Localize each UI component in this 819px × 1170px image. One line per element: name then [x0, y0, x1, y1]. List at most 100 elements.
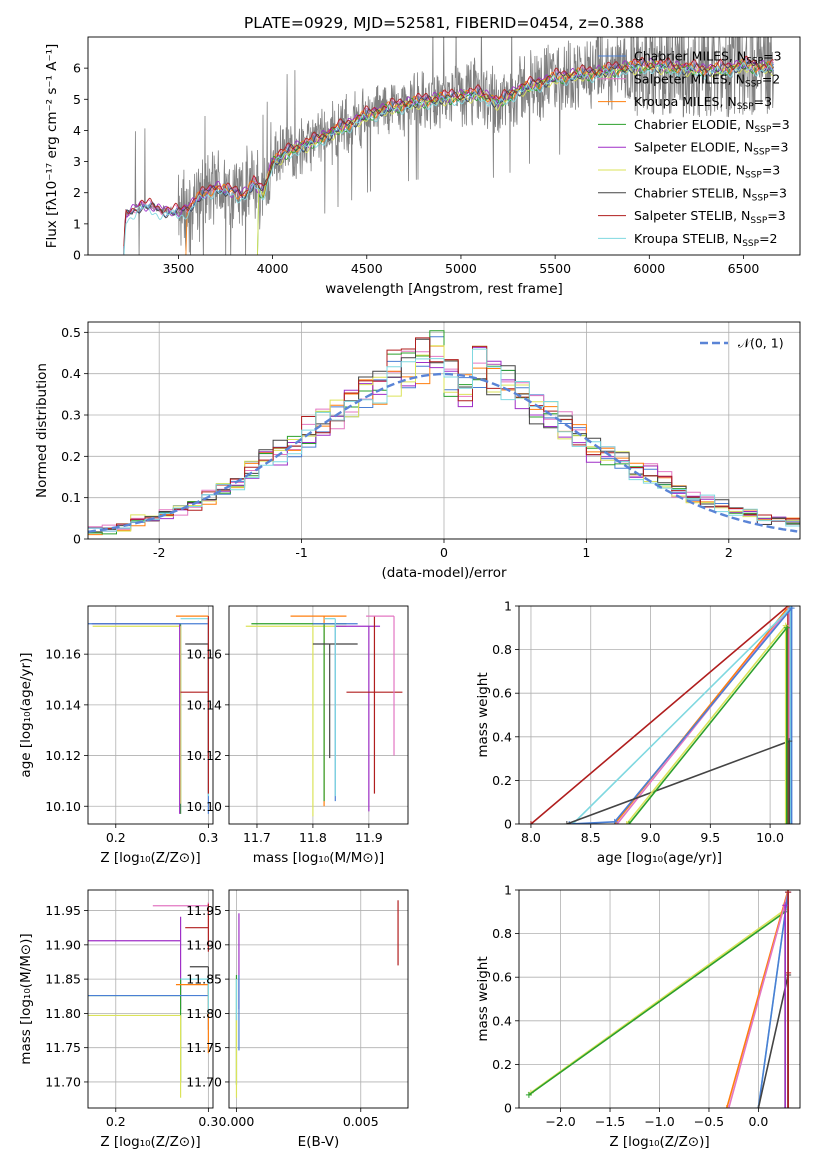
x-axis-label: (data-model)/error: [381, 565, 507, 581]
data-point-marker: [786, 821, 793, 824]
cumulative-line: [572, 606, 792, 824]
legend-entry: Salpeter ELODIE, NSSP=3: [634, 140, 788, 158]
y-axis-label: mass [log₁₀(M/M⊙)]: [18, 933, 34, 1064]
legend-entry: Chabrier ELODIE, NSSP=3: [634, 117, 790, 135]
y-tick-label: 0.4: [492, 1013, 512, 1028]
y-tick-label: 11.90: [186, 937, 222, 952]
gaussian-curve: [88, 372, 798, 533]
x-axis-label: Z [log₁₀(Z/Z⊙)]: [100, 850, 200, 866]
data-point-marker: [785, 821, 792, 824]
data-point-marker: [525, 1091, 532, 1098]
y-tick-label: 10.12: [45, 748, 81, 763]
data-point-marker: [566, 821, 573, 824]
x-tick-label: −0.5: [694, 1114, 724, 1129]
axes-frame: [518, 605, 801, 825]
x-tick-label: −1.0: [644, 1114, 674, 1129]
legend-entry: Salpeter MILES, NSSP=2: [634, 71, 780, 89]
x-tick-label: 3500: [163, 261, 195, 276]
model-spectrum-line: [123, 57, 774, 255]
y-tick-label: 11.95: [186, 903, 222, 918]
data-point-marker: [783, 624, 790, 631]
y-tick-label: 0.8: [492, 926, 512, 941]
axes-frame: [87, 36, 801, 256]
legend-entry: Kroupa MILES, NSSP=3: [634, 94, 772, 112]
axes-frame: [518, 889, 801, 1109]
y-tick-label: 0.3: [61, 408, 81, 423]
plot-area: [123, 37, 775, 255]
panel-age-vs-Z: 0.2 0.3 10.10 10.12 10.14 10.16 Z [log₁₀(Z/Z⊙)…: [18, 605, 218, 866]
y-tick-label: 10.10: [45, 799, 81, 814]
y-tick-label: 1: [504, 599, 512, 614]
x-tick-label: 1: [582, 545, 590, 560]
data-point-marker: [783, 821, 790, 824]
plot-area: [88, 322, 800, 539]
x-tick-label: 5500: [539, 261, 571, 276]
cumulative-line: [757, 892, 789, 1108]
model-spectrum-line: [123, 62, 774, 255]
x-axis-label: Z [log₁₀(Z/Z⊙)]: [609, 1134, 709, 1150]
y-tick-label: 1: [504, 883, 512, 898]
y-axis-label: mass weight: [475, 956, 491, 1041]
cumulative-line: [566, 740, 790, 824]
plot-area: [519, 606, 800, 824]
plot-area: [229, 890, 408, 1108]
y-tick-label: 11.85: [45, 972, 81, 987]
y-tick-label: 10.12: [186, 748, 222, 763]
x-tick-label: 8.0: [521, 830, 541, 845]
y-tick-label: 10.14: [186, 697, 222, 712]
x-tick-label: −1.5: [595, 1114, 625, 1129]
y-tick-label: 0.4: [492, 729, 512, 744]
x-tick-label: 11.9: [355, 830, 383, 845]
y-tick-label: 11.80: [45, 1006, 81, 1021]
plot-area: [88, 606, 213, 824]
x-tick-label: 0.0: [748, 1114, 768, 1129]
x-tick-label: 4500: [351, 261, 383, 276]
panel-residuals: -2 -1 0 1 2 0 0.1 0.2 0.3 0.4 0.5 (data-model)/erro…: [34, 321, 801, 581]
data-point-marker: [788, 821, 795, 824]
data-point-marker: [782, 902, 789, 909]
data-point-marker: [787, 821, 794, 824]
data-point-marker: [527, 821, 534, 824]
x-tick-label: 0.3: [198, 830, 218, 845]
y-tick-label: 10.16: [45, 647, 81, 662]
y-tick-label: 0: [73, 248, 81, 263]
model-spectrum-line: [257, 61, 774, 255]
y-tick-label: 5: [73, 92, 81, 107]
x-tick-label: 8.5: [581, 830, 601, 845]
y-tick-label: 11.95: [45, 903, 81, 918]
residual-histogram: [88, 348, 800, 532]
data-point-marker: [785, 1105, 792, 1108]
y-tick-label: 11.70: [186, 1074, 222, 1089]
x-tick-label: 11.7: [243, 830, 271, 845]
y-tick-label: 11.75: [45, 1040, 81, 1055]
plot-area: [229, 606, 408, 824]
x-tick-label: -1: [295, 545, 307, 560]
y-tick-label: 3: [73, 154, 81, 169]
data-point-marker: [782, 821, 789, 824]
y-tick-label: 2: [73, 185, 81, 200]
y-axis-label: Flux [fλ10⁻¹⁷ erg cm⁻² s⁻¹ A⁻¹]: [44, 44, 60, 249]
y-tick-label: 10.14: [45, 697, 81, 712]
figure-title: PLATE=0929, MJD=52581, FIBERID=0454, z=0…: [244, 14, 644, 32]
y-tick-label: 0.6: [492, 970, 512, 985]
plot-area: [519, 890, 800, 1108]
x-tick-label: 6000: [633, 261, 665, 276]
cumulative-line: [628, 625, 788, 824]
x-tick-label: 9.5: [700, 830, 720, 845]
axes-frame: [87, 605, 214, 825]
data-point-marker: [785, 969, 792, 976]
axes-frame: [87, 889, 214, 1109]
data-point-marker: [725, 1105, 732, 1108]
legend-entry: Salpeter STELIB, NSSP=3: [634, 208, 786, 226]
x-axis-label: age [log₁₀(age/yr)]: [597, 850, 722, 866]
model-spectrum-line: [123, 59, 775, 255]
x-tick-label: 2: [725, 545, 733, 560]
legend-entry: Kroupa STELIB, NSSP=2: [634, 231, 778, 249]
x-tick-label: 5000: [445, 261, 477, 276]
data-point-marker: [623, 821, 630, 824]
axes-frame: [228, 889, 409, 1109]
y-tick-label: 10.16: [186, 647, 222, 662]
x-tick-label: 0.2: [106, 1114, 126, 1129]
y-tick-label: 11.90: [45, 937, 81, 952]
